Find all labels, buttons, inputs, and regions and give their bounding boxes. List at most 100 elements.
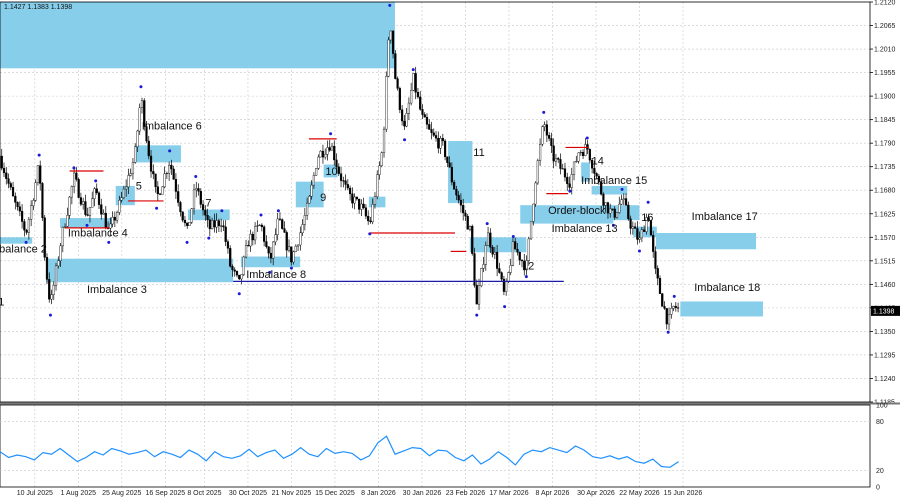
candle-body [425,116,429,125]
candle-body [541,126,544,145]
candle-body [147,140,150,157]
candle-body [410,90,413,104]
price-tick-label: 1.1955 [874,70,896,77]
candle-body [102,212,105,215]
date-tick-label: 30 Jan 2026 [403,490,442,497]
candle-body [111,216,114,225]
zone-label: Imbalance 3 [87,284,147,296]
candle-body [321,150,325,158]
candle-body [170,164,173,170]
candle-body [208,219,211,230]
candle-body [201,204,205,211]
fractal-down [207,236,211,240]
candle-body [276,218,279,235]
candle-body [674,305,677,308]
candle-body [183,219,187,224]
candle-body [543,124,546,127]
candle-body [231,266,234,271]
candle-body [337,166,340,174]
price-tick-label: 1.1680 [874,188,896,195]
candle-body [486,232,490,246]
rsi-tick-label: 20 [876,468,884,475]
date-tick-label: 15 Jun 2026 [664,490,703,497]
candle-body [204,209,207,216]
candle-body [627,204,630,219]
candle-body [138,107,141,132]
candle-body [11,187,15,197]
candle-body [636,228,639,240]
zone-label: Imbalance 17 [692,211,758,223]
candle-body [523,260,526,271]
candle-body [287,246,291,251]
candle-body [588,149,591,161]
candle-body [217,220,220,227]
candle-body [158,193,162,195]
candle-body [294,245,297,252]
candle-body [278,218,282,220]
fractal-down [503,305,507,309]
candle-body [624,198,628,206]
candle-body [581,152,585,156]
date-tick-label: 23 Feb 2026 [446,490,485,497]
candle-body [82,201,85,205]
candle-body [324,154,327,158]
candle-body [421,109,424,115]
candle-body [371,204,374,223]
candle-body [652,234,655,252]
candle-body [407,102,410,114]
candle-body [606,202,610,214]
candle-body [380,152,383,166]
candle-body [235,271,239,276]
candle-body [647,217,650,221]
candle-body [152,171,155,175]
candle-body [2,167,6,174]
candle-body [403,120,406,127]
rsi-tick-label: 0 [876,485,880,492]
candle-body [32,200,35,207]
candle-body [260,224,263,228]
candle-body [5,172,8,179]
fractal-down [637,249,641,253]
candle-body [634,226,637,229]
candle-body [382,128,386,153]
imbalance-zone [655,233,757,250]
candle-body [514,241,517,250]
candle-body [473,253,476,286]
candle-body [450,166,453,183]
candle-body [618,203,621,213]
fractal-marks [24,3,676,334]
fractal-up [259,213,263,217]
candle-body [317,156,320,169]
candle-body [131,162,135,174]
date-tick-label: 22 May 2026 [619,490,660,497]
imbalance-zone [60,218,113,228]
date-tick-label: 21 Nov 2025 [272,490,312,497]
rsi-tick-label: 100 [876,403,888,410]
candle-body [229,248,232,267]
zone-label: 12 [522,260,534,272]
candle-body [233,269,236,272]
candle-body [373,196,377,205]
candle-body [643,229,646,232]
candle-body [468,226,472,230]
fractal-down [155,206,159,210]
fractal-down [48,313,52,317]
candle-body [27,219,30,233]
candle-body [464,212,467,217]
candle-body [68,196,71,216]
candle-body [174,179,178,192]
date-tick-label: 17 Mar 2026 [489,490,528,497]
candle-body [274,234,277,243]
candle-body [396,78,399,89]
zone-label: 7 [205,197,211,209]
candle-body [432,132,435,136]
candle-body [412,73,415,91]
candle-body [244,245,248,258]
candle-body [484,245,487,265]
fractal-down [666,330,670,334]
candle-body [165,173,168,175]
candle-body [477,285,481,305]
date-tick-label: 30 Apr 2026 [577,490,615,497]
candle-body [61,227,64,247]
